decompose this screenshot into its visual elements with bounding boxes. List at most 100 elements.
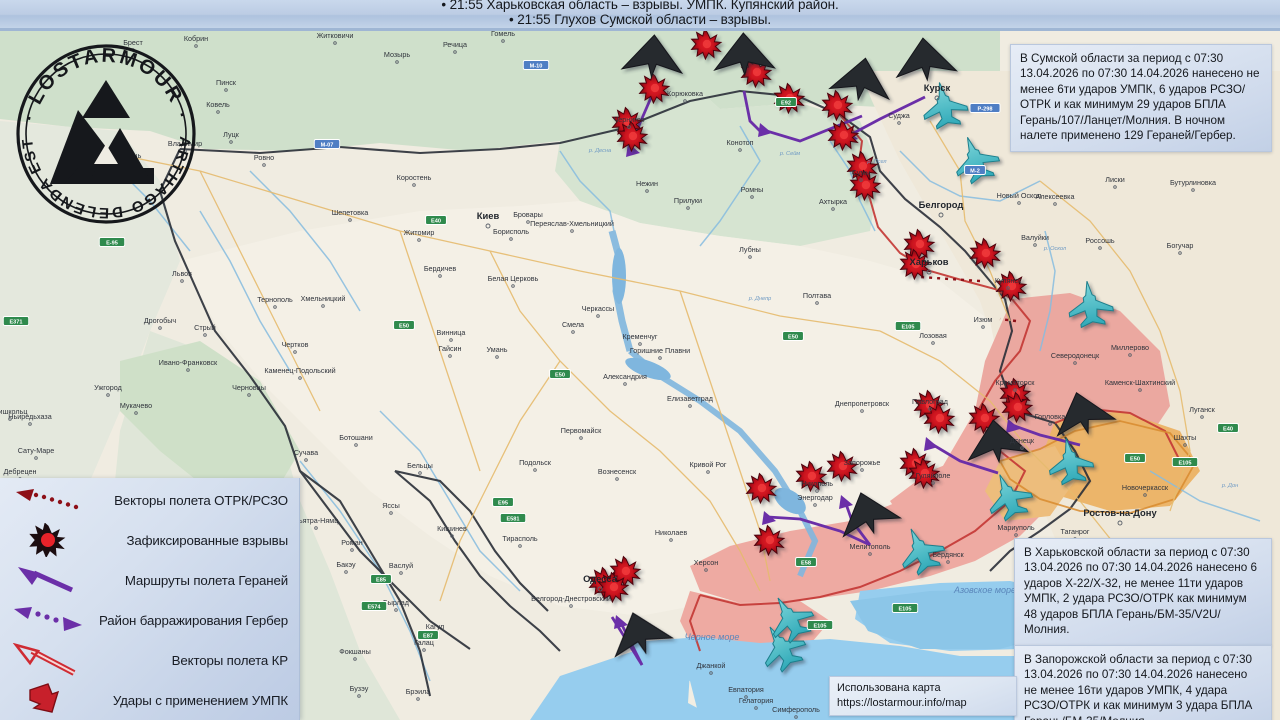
road-shield: E50 (549, 369, 571, 379)
road-shield: E50 (782, 331, 804, 341)
svg-text:Р-298: Р-298 (978, 106, 993, 112)
map-city-label: Россошь (1085, 236, 1115, 245)
map-city-dot (860, 468, 864, 472)
road-shield: E95 (492, 497, 514, 507)
purple-arrow-icon (0, 560, 96, 600)
road-shield: E50 (393, 320, 415, 330)
map-city-label: Каменск-Шахтинский (1105, 378, 1175, 387)
map-city-dot (750, 195, 754, 199)
map-city-label: Черновцы (232, 383, 266, 392)
red-bent-arrow-icon (0, 680, 96, 720)
map-city-dot (526, 220, 530, 224)
map-city-label: Дрогобыч (144, 316, 177, 325)
info-box-zaporizhzhia-text: В Запорожской области за период с 07:30 … (1024, 653, 1253, 720)
map-city-dot (704, 568, 708, 572)
map-city-label: Гуляйполе (916, 471, 951, 480)
map-city-dot (229, 140, 233, 144)
map-city-label: Умань (487, 345, 508, 354)
map-city-dot (1200, 415, 1204, 419)
map-city-dot (868, 552, 872, 556)
map-city-dot (627, 125, 631, 129)
map-city-dot (981, 325, 985, 329)
map-city-label: Речица (443, 40, 467, 49)
map-city-dot (860, 409, 864, 413)
map-city-dot (1020, 446, 1024, 450)
map-city-dot (273, 305, 277, 309)
map-city-dot (645, 189, 649, 193)
map-city-label: Белгород-Днестровский (531, 594, 611, 603)
map-city-label: Новочеркасск (1122, 483, 1169, 492)
map-river-label: р. Псел (866, 159, 887, 165)
map-city-label: Горишние Плавни (630, 346, 690, 355)
map-city-label: Кривой Рог (689, 460, 726, 469)
map-city-dot (511, 284, 515, 288)
map-city-label: Лиски (1105, 175, 1125, 184)
map-city-label: Бакэу (336, 560, 356, 569)
map-city-label: Кагул (426, 622, 444, 631)
map-city-dot (570, 229, 574, 233)
map-city-dot (394, 608, 398, 612)
map-city-dot (1014, 533, 1018, 537)
map-city-dot (596, 314, 600, 318)
map-city-dot (946, 560, 950, 564)
map-city-dot (1143, 493, 1147, 497)
map-city-label: Белая Церковь (488, 274, 539, 283)
top-ticker-banner: • 21:55 Харьковская область – взрывы. УМ… (0, 0, 1280, 30)
road-shield: E40 (1217, 423, 1239, 433)
map-city-dot (831, 207, 835, 211)
map-city-dot (333, 41, 337, 45)
map-city-dot (931, 341, 935, 345)
map-city-label: Нежин (636, 179, 658, 188)
map-city-label: Вознесенск (598, 467, 637, 476)
map-city-label: Корюковка (667, 89, 703, 98)
map-city-dot (298, 376, 302, 380)
map-city-label: Бузэу (350, 684, 369, 693)
legend-label-gerber-loiter: Район барражирования Гербер (99, 612, 288, 628)
legend-label-umpk-strikes: Удары с применением УМПК (112, 692, 288, 708)
map-city-dot (1073, 361, 1077, 365)
map-city-dot (815, 489, 819, 493)
map-city-dot (859, 178, 863, 182)
svg-text:E87: E87 (423, 633, 433, 639)
map-city-dot (216, 110, 220, 114)
map-city-label: Гелатория (739, 696, 773, 705)
map-city-dot (417, 238, 421, 242)
map-city-dot (34, 456, 38, 460)
map-city-dot (754, 706, 758, 710)
map-city-label: Брест (123, 38, 143, 47)
road-shield: E105 (894, 321, 922, 331)
map-city-label: Борисполь (493, 227, 529, 236)
map-city-dot (321, 304, 325, 308)
map-city-dot (669, 538, 673, 542)
map-city-label: Никополь (801, 479, 833, 488)
map-city-label: Горловка (1035, 412, 1066, 421)
map-city-label: Лозовая (919, 331, 947, 340)
map-city-dot (569, 604, 573, 608)
map-city-dot (926, 269, 932, 275)
road-shield: M-2 (964, 165, 986, 175)
map-river-label: р. Днепр (748, 296, 772, 302)
svg-text:M-10: M-10 (530, 63, 543, 69)
map-city-dot (158, 326, 162, 330)
svg-text:E105: E105 (1178, 460, 1191, 466)
map-city-dot (509, 237, 513, 241)
attribution-url[interactable]: https://lostarmour.info/map (837, 696, 967, 709)
map-city-dot (203, 333, 207, 337)
map-city-label: Тернополь (257, 295, 293, 304)
map-city-label: Тирасполь (502, 534, 538, 543)
road-shield: M-10 (522, 60, 550, 70)
map-city-label: Харьков (909, 256, 948, 267)
road-shield: E87 (417, 630, 439, 640)
map-city-dot (579, 436, 583, 440)
svg-text:E-95: E-95 (106, 240, 118, 246)
map-city-label: Житомир (404, 228, 435, 237)
legend-label-explosions: Зафиксированные взрывы (126, 532, 288, 548)
map-city-label: Ахтырка (819, 197, 847, 206)
svg-text:E371: E371 (9, 319, 22, 325)
svg-text:E574: E574 (367, 604, 381, 610)
map-city-label: Мелитополь (850, 542, 891, 551)
map-city-label: Луганск (1189, 405, 1215, 414)
map-city-dot (571, 330, 575, 334)
map-city-label: Евпатория (728, 685, 764, 694)
map-city-label: Бырлад (383, 598, 410, 607)
